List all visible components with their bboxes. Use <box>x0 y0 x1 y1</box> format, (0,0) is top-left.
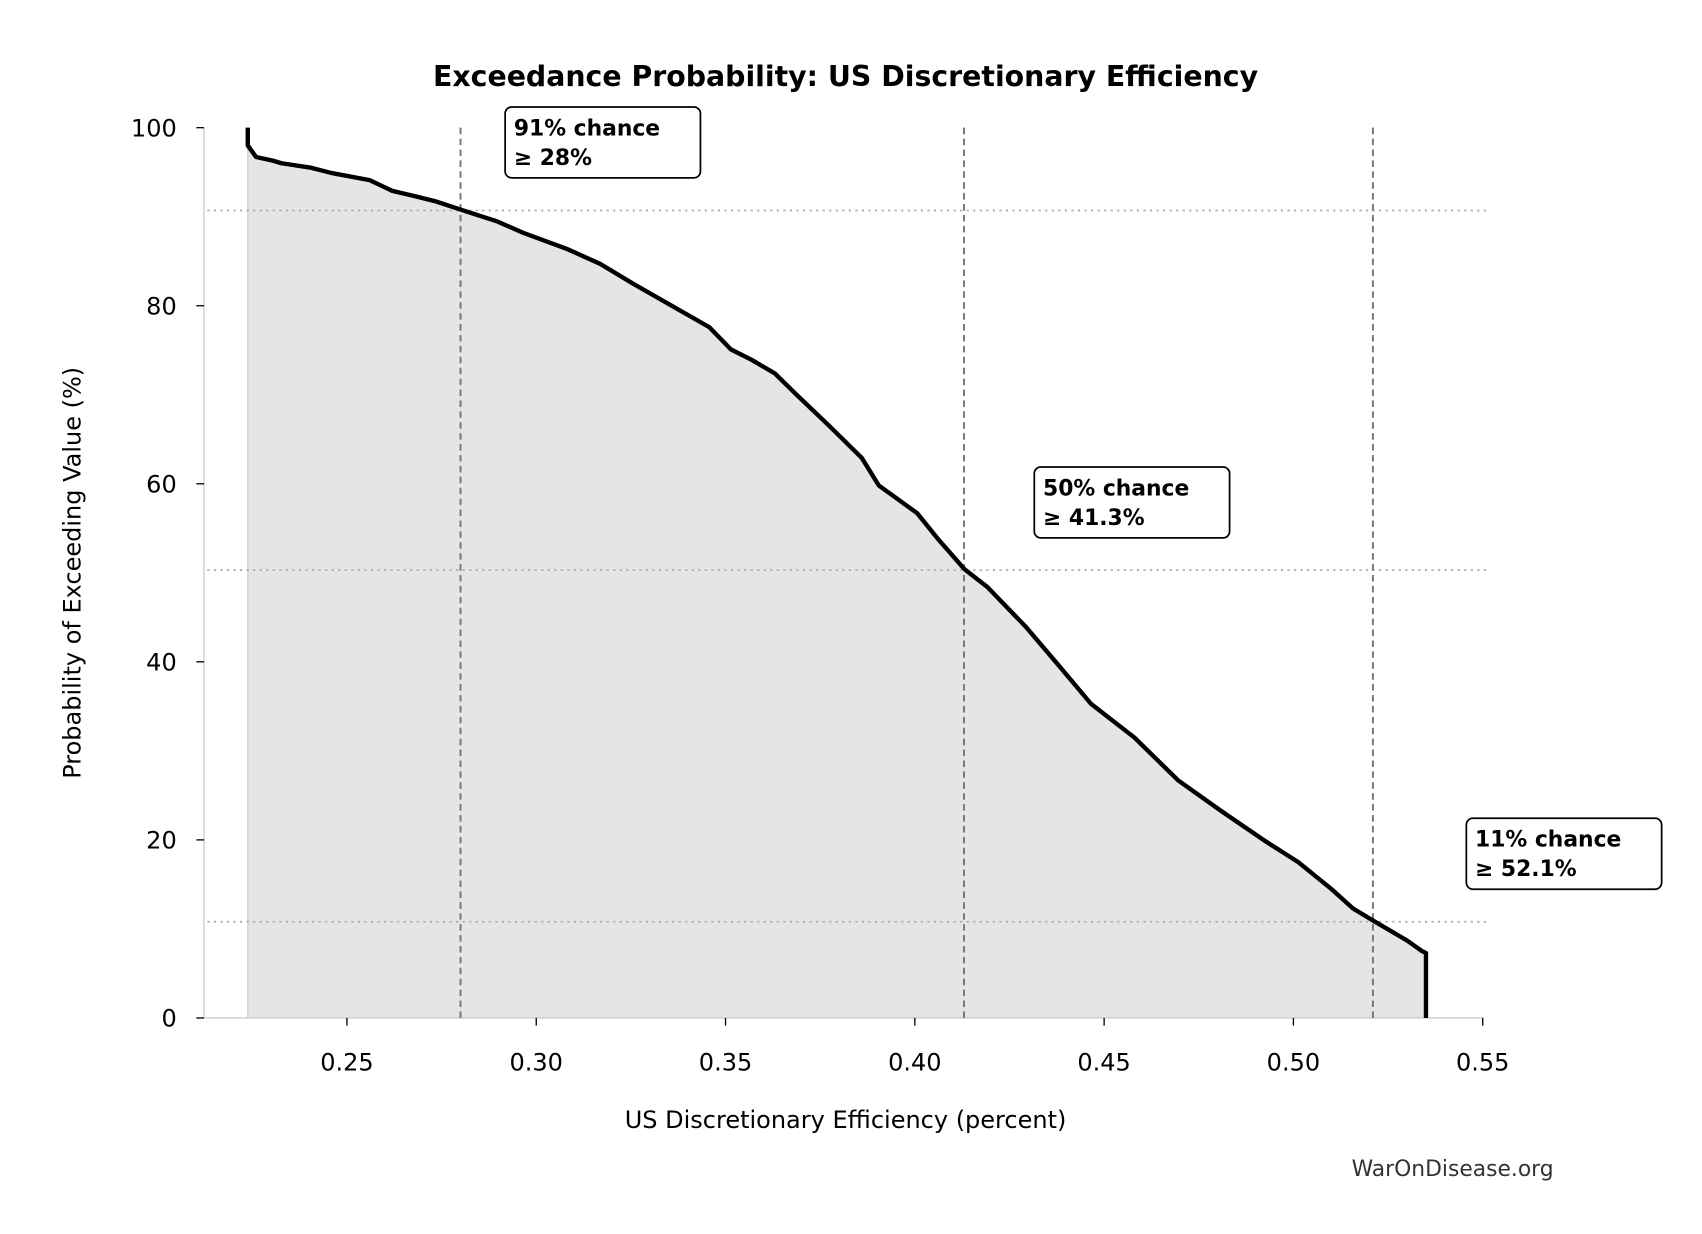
y-tick-label: 80 <box>146 292 177 320</box>
y-tick-label: 0 <box>161 1005 176 1033</box>
x-tick-label: 0.45 <box>1077 1048 1130 1076</box>
annotation-line1: 11% chance <box>1475 828 1621 853</box>
x-tick-label: 0.40 <box>888 1048 941 1076</box>
plot-area: 0.25 0.30 0.35 0.40 0.45 0.50 0.55 0 20 40 60 80 100… <box>131 106 1663 1076</box>
annotation-box <box>504 106 702 179</box>
annotation-line2: ≥ 28% <box>514 146 592 171</box>
area-fill <box>247 127 1427 1019</box>
x-tick-label: 0.25 <box>320 1048 373 1076</box>
annotation-line2: ≥ 52.1% <box>1475 857 1577 882</box>
exceedance-curve <box>245 127 1429 1018</box>
x-axis-label: US Discretionary Efficiency (percent) <box>625 1106 1067 1134</box>
y-tick-label: 40 <box>146 649 177 677</box>
chart-title: Exceedance Probability: US Discretionary… <box>433 60 1258 93</box>
annotation-box <box>1033 466 1231 539</box>
annotation-box <box>1465 817 1663 891</box>
annotation-line2: ≥ 41.3% <box>1043 506 1145 531</box>
annotation-line1: 50% chance <box>1043 476 1189 501</box>
x-tick-label: 0.35 <box>699 1048 752 1076</box>
x-tick-label: 0.55 <box>1456 1048 1509 1076</box>
y-tick-label: 20 <box>146 827 177 855</box>
y-tick-label: 60 <box>146 471 177 499</box>
y-axis-label: Probability of Exceeding Value (%) <box>59 367 87 779</box>
x-tick-label: 0.30 <box>510 1048 563 1076</box>
watermark: WarOnDisease.org <box>1352 1157 1554 1182</box>
y-tick-label: 100 <box>131 114 177 142</box>
x-tick-label: 0.50 <box>1267 1048 1320 1076</box>
annotation-line1: 91% chance <box>514 116 660 141</box>
